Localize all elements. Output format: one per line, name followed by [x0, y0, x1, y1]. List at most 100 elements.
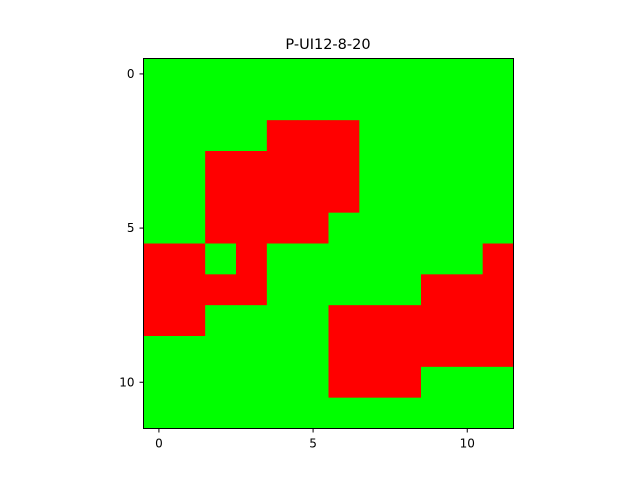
chart-title: P-UI12-8-20: [285, 37, 370, 53]
heatmap-cell: [390, 181, 422, 214]
heatmap-cell: [174, 58, 206, 90]
heatmap-cell: [174, 336, 206, 368]
heatmap-cell: [297, 243, 329, 275]
heatmap-cell: [266, 89, 299, 121]
heatmap-cell: [421, 212, 453, 244]
heatmap-cell: [359, 243, 391, 275]
heatmap-cell: [390, 274, 422, 306]
heatmap-cell: [143, 89, 175, 121]
heatmap-cell: [205, 305, 237, 337]
heatmap-cell: [390, 397, 422, 429]
heatmap-cell: [328, 305, 360, 337]
y-tick-label: 10: [119, 375, 134, 389]
heatmap-cell: [421, 366, 453, 399]
x-tick-label: 10: [460, 437, 475, 451]
y-tick-label: 0: [127, 67, 135, 81]
heatmap-cells: [143, 58, 514, 429]
heatmap-cell: [297, 397, 329, 429]
heatmap-cell: [421, 243, 453, 275]
heatmap-cell: [451, 336, 484, 368]
heatmap-cell: [390, 58, 422, 90]
heatmap-cell: [174, 274, 206, 306]
heatmap-cell: [143, 366, 175, 399]
heatmap-cell: [174, 243, 206, 275]
heatmap-cell: [328, 274, 360, 306]
heatmap-cell: [297, 151, 329, 183]
heatmap-cell: [482, 120, 514, 152]
heatmap-cell: [359, 336, 391, 368]
heatmap-cell: [482, 274, 514, 306]
heatmap-cell: [205, 212, 237, 244]
x-axis-ticks: 0 5 10: [155, 428, 475, 451]
heatmap-cell: [143, 243, 175, 275]
heatmap-cell: [328, 58, 360, 90]
heatmap-cell: [266, 243, 299, 275]
heatmap-cell: [143, 58, 175, 90]
heatmap-cell: [205, 120, 237, 152]
heatmap-cell: [236, 212, 268, 244]
heatmap-cell: [236, 336, 268, 368]
heatmap-cell: [143, 305, 175, 337]
x-tick-label: 5: [309, 437, 317, 451]
heatmap-cell: [266, 366, 299, 399]
heatmap-cell: [236, 397, 268, 429]
heatmap-cell: [174, 120, 206, 152]
heatmap-cell: [482, 212, 514, 244]
heatmap-cell: [143, 274, 175, 306]
heatmap-cell: [236, 151, 268, 183]
heatmap-cell: [390, 151, 422, 183]
heatmap-cell: [297, 274, 329, 306]
heatmap-cell: [205, 397, 237, 429]
heatmap-cell: [266, 305, 299, 337]
heatmap-cell: [143, 181, 175, 214]
heatmap-cell: [205, 181, 237, 214]
heatmap-cell: [205, 336, 237, 368]
y-tick-label: 5: [127, 221, 135, 235]
heatmap-cell: [359, 89, 391, 121]
heatmap-cell: [451, 212, 484, 244]
heatmap-cell: [266, 274, 299, 306]
heatmap-cell: [359, 212, 391, 244]
heatmap-cell: [421, 120, 453, 152]
heatmap-cell: [297, 181, 329, 214]
heatmap-cell: [236, 120, 268, 152]
heatmap-cell: [266, 120, 299, 152]
heatmap-cell: [328, 366, 360, 399]
heatmap-cell: [328, 151, 360, 183]
heatmap-cell: [482, 397, 514, 429]
heatmap-cell: [205, 89, 237, 121]
heatmap-cell: [421, 151, 453, 183]
heatmap-cell: [390, 366, 422, 399]
heatmap-cell: [328, 212, 360, 244]
heatmap-cell: [236, 305, 268, 337]
heatmap-cell: [205, 243, 237, 275]
heatmap-cell: [174, 151, 206, 183]
heatmap-cell: [451, 89, 484, 121]
heatmap-cell: [359, 58, 391, 90]
heatmap-cell: [236, 181, 268, 214]
heatmap-cell: [390, 336, 422, 368]
heatmap-cell: [143, 151, 175, 183]
heatmap-cell: [143, 120, 175, 152]
heatmap-cell: [359, 151, 391, 183]
heatmap-cell: [390, 305, 422, 337]
heatmap-cell: [421, 274, 453, 306]
heatmap-cell: [174, 89, 206, 121]
heatmap-cell: [266, 336, 299, 368]
heatmap-cell: [328, 89, 360, 121]
heatmap-cell: [266, 212, 299, 244]
heatmap-cell: [451, 366, 484, 399]
heatmap-cell: [482, 89, 514, 121]
heatmap-cell: [451, 120, 484, 152]
heatmap-cell: [421, 181, 453, 214]
heatmap-cell: [205, 274, 237, 306]
heatmap-cell: [482, 305, 514, 337]
heatmap-cell: [328, 181, 360, 214]
heatmap-cell: [390, 120, 422, 152]
heatmap-cell: [266, 181, 299, 214]
heatmap-cell: [297, 89, 329, 121]
heatmap-cell: [297, 336, 329, 368]
heatmap-cell: [205, 366, 237, 399]
heatmap-cell: [421, 58, 453, 90]
heatmap-cell: [236, 366, 268, 399]
